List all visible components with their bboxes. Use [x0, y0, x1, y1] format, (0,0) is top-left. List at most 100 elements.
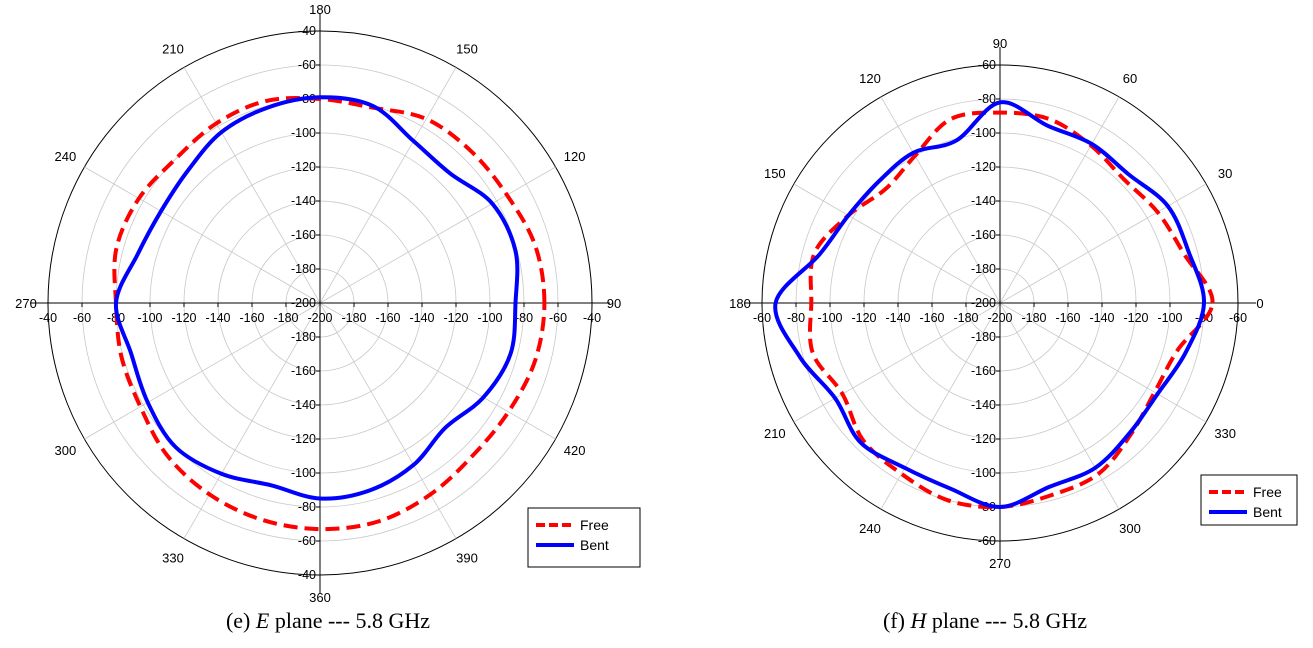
e-plane-radial-label-left: -200 — [307, 311, 332, 325]
e-plane-polar-chart: -200-180-160-140-120-100-80-60-40-180-16… — [15, 2, 641, 605]
h-plane-angle-label: 300 — [1119, 521, 1141, 536]
h-plane-radial-label-right: -60 — [1229, 311, 1247, 325]
e-plane-grid-spoke — [84, 166, 321, 304]
e-plane-angle-label: 360 — [309, 590, 331, 605]
e-plane-angle-label: 150 — [456, 41, 478, 56]
h-plane-radial-label-right: -180 — [1021, 311, 1046, 325]
e-plane-radial-label-left: -60 — [73, 311, 91, 325]
e-plane-grid-spoke — [84, 302, 321, 440]
e-plane-angle-label: 90 — [607, 296, 621, 311]
e-plane-radial-label-right: -180 — [341, 311, 366, 325]
h-plane-grid-spoke — [793, 302, 1001, 423]
e-plane-radial-label-lower: -160 — [291, 364, 316, 378]
h-plane-angle-label: 330 — [1214, 426, 1236, 441]
h-plane-radial-label-lower: -140 — [971, 398, 996, 412]
e-plane-radial-label-left: -120 — [171, 311, 196, 325]
h-plane-angle-label: 210 — [764, 426, 786, 441]
h-plane-radial-label-left: -200 — [987, 311, 1012, 325]
e-plane-angle-label: 330 — [162, 551, 184, 566]
h-plane-angle-label: 270 — [989, 556, 1011, 571]
h-plane-legend-box — [1200, 474, 1298, 526]
h-plane-radial-label-right: -100 — [1157, 311, 1182, 325]
h-plane-grid-spoke — [999, 96, 1120, 304]
h-plane-radial-label-upper: -60 — [978, 58, 996, 72]
h-plane-radial-label-upper: -80 — [978, 92, 996, 106]
e-plane-radial-label-upper: -120 — [291, 160, 316, 174]
e-plane-radial-label-left: -180 — [273, 311, 298, 325]
h-plane-radial-label-upper: -200 — [971, 296, 996, 310]
h-plane-angle-label: 150 — [764, 166, 786, 181]
h-plane-legend-label-free: Free — [1253, 484, 1282, 500]
e-plane-radial-label-left: -160 — [239, 311, 264, 325]
e-plane-radial-label-upper: -100 — [291, 126, 316, 140]
e-plane-radial-label-right: -140 — [409, 311, 434, 325]
e-plane-radial-label-right: -100 — [477, 311, 502, 325]
e-plane-radial-label-right: -160 — [375, 311, 400, 325]
h-plane-radial-label-left: -140 — [885, 311, 910, 325]
e-plane-radial-label-upper: -200 — [291, 296, 316, 310]
h-plane-angle-label: 90 — [993, 36, 1007, 51]
h-plane-radial-label-upper: -100 — [971, 126, 996, 140]
e-plane-radial-label-lower: -100 — [291, 466, 316, 480]
h-plane-radial-label-lower: -180 — [971, 330, 996, 344]
h-plane-radial-label-left: -60 — [753, 311, 771, 325]
e-plane-radial-label-upper: -160 — [291, 228, 316, 242]
h-plane-grid-spoke — [793, 183, 1001, 304]
h-plane-radial-label-lower: -100 — [971, 466, 996, 480]
h-plane-angle-label: 30 — [1218, 166, 1232, 181]
e-plane-radial-label-lower: -180 — [291, 330, 316, 344]
h-plane-radial-label-lower: -60 — [978, 534, 996, 548]
h-plane-polar-chart: -200-180-160-140-120-100-80-60-180-160-1… — [729, 36, 1298, 571]
e-plane-radial-label-right: -120 — [443, 311, 468, 325]
e-plane-angle-label: 180 — [309, 2, 331, 17]
h-plane-radial-label-left: -80 — [787, 311, 805, 325]
e-plane-grid-spoke — [319, 166, 556, 304]
h-plane-radial-label-left: -160 — [919, 311, 944, 325]
e-plane-grid-spoke — [319, 302, 556, 440]
e-plane-radial-label-left: -140 — [205, 311, 230, 325]
e-plane-angle-label: 120 — [564, 149, 586, 164]
e-plane-radial-label-left: -100 — [137, 311, 162, 325]
e-plane-radial-label-upper: -140 — [291, 194, 316, 208]
e-plane-figure: -200 -180 -160 -140 -120 -100 -80 -60 -40 -180 -16… — [0, 0, 656, 648]
h-plane-grid-spoke — [880, 302, 1001, 510]
e-plane-angle-label: 240 — [55, 149, 77, 164]
h-plane-radial-label-left: -120 — [851, 311, 876, 325]
h-plane-angle-label: 120 — [859, 71, 881, 86]
e-plane-radial-label-upper: -40 — [298, 24, 316, 38]
e-plane-radial-label-lower: -80 — [298, 500, 316, 514]
e-plane-radial-label-lower: -60 — [298, 534, 316, 548]
h-plane-grid-spoke — [999, 302, 1120, 510]
e-plane-angle-label: 210 — [162, 41, 184, 56]
h-plane-radial-label-left: -180 — [953, 311, 978, 325]
h-plane-radial-label-right: -120 — [1123, 311, 1148, 325]
h-plane-radial-label-right: -160 — [1055, 311, 1080, 325]
h-plane-radial-label-lower: -120 — [971, 432, 996, 446]
h-plane-angle-label: 0 — [1256, 296, 1263, 311]
e-plane-radial-label-lower: -140 — [291, 398, 316, 412]
e-plane-radial-label-right: -40 — [583, 311, 601, 325]
e-plane-angle-label: 300 — [55, 443, 77, 458]
e-plane-radial-label-upper: -180 — [291, 262, 316, 276]
h-plane-radial-label-upper: -140 — [971, 194, 996, 208]
e-plane-radial-label-lower: -40 — [298, 568, 316, 582]
h-plane-grid-spoke — [999, 183, 1207, 304]
e-plane-angle-label: 420 — [564, 443, 586, 458]
e-plane-radial-label-right: -80 — [515, 311, 533, 325]
h-plane-grid-spoke — [999, 302, 1207, 423]
h-plane-radial-label-lower: -160 — [971, 364, 996, 378]
e-plane-radial-label-right: -60 — [549, 311, 567, 325]
e-plane-grid-spoke — [319, 302, 457, 539]
e-plane-legend-label-free: Free — [580, 517, 609, 533]
e-plane-series-bent-line — [113, 95, 520, 501]
h-plane-figure: -200 -180 -160 -140 -120 -100 -80 -60 -180 -160 -1… — [657, 0, 1313, 648]
e-plane-angle-label: 390 — [456, 551, 478, 566]
h-plane-angle-label: 180 — [729, 296, 751, 311]
e-plane-radial-label-upper: -60 — [298, 58, 316, 72]
h-plane-radial-label-upper: -120 — [971, 160, 996, 174]
h-plane-grid-spoke — [880, 96, 1001, 304]
h-plane-radial-label-left: -100 — [817, 311, 842, 325]
h-plane-radial-label-upper: -180 — [971, 262, 996, 276]
e-plane-radial-label-left: -40 — [39, 311, 57, 325]
e-plane-angle-label: 270 — [15, 296, 37, 311]
